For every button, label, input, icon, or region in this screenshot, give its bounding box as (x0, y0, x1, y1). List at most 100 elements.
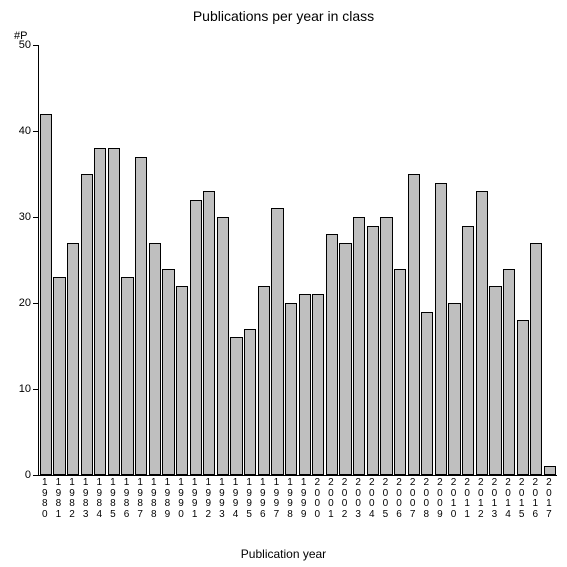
bars-group (39, 45, 557, 475)
x-label-slot: 2003 (351, 478, 365, 520)
x-tick-label: 1993 (219, 478, 225, 520)
bar (544, 466, 556, 475)
y-tick-label: 0 (25, 469, 31, 481)
bar-slot (380, 45, 394, 475)
x-tick-label: 1987 (137, 478, 143, 520)
x-tick-label: 1980 (42, 478, 48, 520)
bar (530, 243, 542, 475)
bar-slot (189, 45, 203, 475)
bar-slot (271, 45, 285, 475)
bar (408, 174, 420, 475)
bar (176, 286, 188, 475)
x-label-slot: 1990 (174, 478, 188, 520)
x-label-slot: 1988 (147, 478, 161, 520)
bar (217, 217, 229, 475)
bar (517, 320, 529, 475)
bar (230, 337, 242, 475)
bar (476, 191, 488, 475)
x-label-slot: 1998 (283, 478, 297, 520)
x-tick-label: 1992 (206, 478, 212, 520)
x-label-slot: 2010 (447, 478, 461, 520)
x-tick-label: 1985 (110, 478, 116, 520)
bar-slot (66, 45, 80, 475)
bar (312, 294, 324, 475)
x-tick-label: 2000 (315, 478, 321, 520)
bar (462, 226, 474, 475)
x-label-slot: 2005 (379, 478, 393, 520)
y-tick-label: 10 (19, 383, 31, 395)
x-tick-label: 2004 (369, 478, 375, 520)
x-label-slot: 1986 (120, 478, 134, 520)
bar-slot (284, 45, 298, 475)
x-tick-label: 2002 (342, 478, 348, 520)
x-tick-label: 1996 (260, 478, 266, 520)
x-label-slot: 1984 (93, 478, 107, 520)
chart-title: Publications per year in class (0, 8, 567, 24)
x-label-slot: 2014 (501, 478, 515, 520)
x-tick-label: 2009 (437, 478, 443, 520)
bar (353, 217, 365, 475)
x-tick-label: 2010 (451, 478, 457, 520)
y-tick-label: 40 (19, 125, 31, 137)
x-tick-label: 2005 (383, 478, 389, 520)
bar (435, 183, 447, 475)
bar-slot (530, 45, 544, 475)
x-label-slot: 1992 (202, 478, 216, 520)
bar-slot (134, 45, 148, 475)
y-tick-label: 50 (19, 39, 31, 51)
x-label-slot: 2015 (515, 478, 529, 520)
chart-container: Publications per year in class #P 010203… (0, 0, 567, 567)
bar (448, 303, 460, 475)
x-label-slot: 2007 (406, 478, 420, 520)
bar-slot (366, 45, 380, 475)
x-tick-label: 2008 (424, 478, 430, 520)
x-label-slot: 2004 (365, 478, 379, 520)
bar-slot (148, 45, 162, 475)
x-label-slot: 1987 (133, 478, 147, 520)
bar (108, 148, 120, 475)
x-label-slot: 1993 (215, 478, 229, 520)
x-tick-label: 2003 (355, 478, 361, 520)
bar-slot (339, 45, 353, 475)
x-tick-label: 1991 (192, 478, 198, 520)
x-label-slot: 1995 (242, 478, 256, 520)
x-tick-label: 1995 (246, 478, 252, 520)
bar (271, 208, 283, 475)
x-label-slot: 2002 (338, 478, 352, 520)
x-tick-label: 2012 (478, 478, 484, 520)
bar (367, 226, 379, 475)
bar-slot (489, 45, 503, 475)
bar (421, 312, 433, 475)
y-tick-label: 30 (19, 211, 31, 223)
x-tick-label: 1999 (301, 478, 307, 520)
x-label-slot: 1981 (52, 478, 66, 520)
x-label-slot: 2013 (488, 478, 502, 520)
bar-slot (393, 45, 407, 475)
bar (285, 303, 297, 475)
bar-slot (298, 45, 312, 475)
bar (121, 277, 133, 475)
bar-slot (421, 45, 435, 475)
x-label-slot: 2008 (420, 478, 434, 520)
bar (81, 174, 93, 475)
bar (149, 243, 161, 475)
x-tick-label: 1986 (124, 478, 130, 520)
bar (258, 286, 270, 475)
bar-slot (230, 45, 244, 475)
x-label-slot: 2017 (542, 478, 556, 520)
x-tick-label: 2016 (533, 478, 539, 520)
bar-slot (80, 45, 94, 475)
x-label-slot: 2000 (311, 478, 325, 520)
x-label-slot: 1980 (38, 478, 52, 520)
x-label-slot: 2016 (529, 478, 543, 520)
bar-slot (461, 45, 475, 475)
bar-slot (39, 45, 53, 475)
x-axis-title: Publication year (0, 547, 567, 561)
bar (162, 269, 174, 475)
bar (53, 277, 65, 475)
x-tick-label: 1984 (97, 478, 103, 520)
x-label-slot: 1991 (188, 478, 202, 520)
bar-slot (352, 45, 366, 475)
x-label-slot: 1994 (229, 478, 243, 520)
bar-slot (543, 45, 557, 475)
